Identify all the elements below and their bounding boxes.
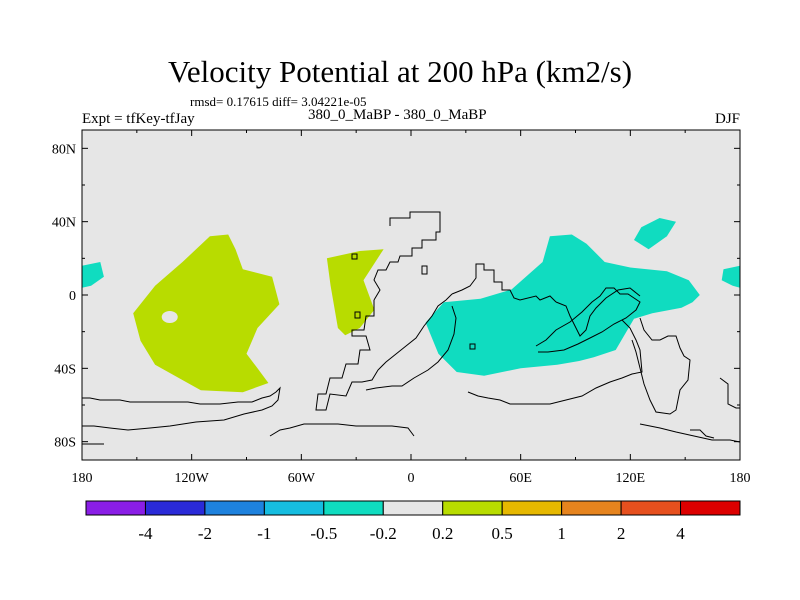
colorbar-swatch: [204, 500, 265, 516]
colorbar-label: 0.5: [492, 524, 513, 543]
x-tick-label: 180: [72, 471, 93, 486]
coastline-africa-south: [365, 305, 457, 391]
y-tick-label: 0: [69, 289, 76, 304]
x-tick-label: 60E: [509, 471, 532, 486]
coastline-antarctic-far-east: [639, 423, 741, 443]
coastline-antarctic-east: [269, 423, 415, 437]
colorbar-label: 2: [617, 524, 626, 543]
coastline-pacific-islands: [690, 429, 715, 439]
colorbar-swatch: [680, 500, 741, 516]
y-tick-label: 80S: [54, 436, 76, 451]
colorbar-label: 1: [557, 524, 566, 543]
coastline-arabia: [451, 263, 557, 303]
x-tick-label: 120E: [616, 471, 646, 486]
coastline-europe: [373, 211, 441, 301]
coastline-india: [555, 287, 641, 337]
chart-title: Velocity Potential at 200 hPa (km2/s): [167, 54, 633, 89]
colorbar-swatch: [501, 500, 563, 516]
coastline-australia: [631, 317, 691, 415]
x-tick-label: 180: [730, 471, 751, 486]
colorbar-label: 0.2: [432, 524, 453, 543]
contour-region-2: [326, 249, 384, 336]
stats-label: rmsd= 0.17615 diff= 3.04221e-05: [190, 94, 367, 109]
y-tick-label: 40S: [54, 362, 76, 377]
coastline-antarctic-west: [82, 386, 281, 431]
y-tick-label: 80N: [52, 142, 76, 157]
colorbar-swatch: [85, 500, 146, 516]
season-label: DJF: [714, 111, 740, 127]
x-tick-label: 0: [408, 471, 415, 486]
x-tick-label: 60W: [288, 471, 316, 486]
colorbar-label: 4: [676, 524, 685, 543]
colorbar-label: -4: [138, 524, 153, 543]
x-tick-label: 120W: [175, 471, 210, 486]
experiment-label: Expt = tfKey-tfJay: [82, 111, 195, 127]
coastline-pacific-east: [719, 377, 740, 409]
coastline-island-3: [469, 343, 476, 350]
y-tick-label: 40N: [52, 216, 76, 231]
coastline-africa: [315, 293, 453, 411]
colorbar-label: -0.5: [310, 524, 337, 543]
case-label: 380_0_MaBP - 380_0_MaBP: [308, 107, 487, 123]
colorbar-label: -0.2: [370, 524, 397, 543]
colorbar-label: -2: [198, 524, 212, 543]
coastline-island-2: [354, 311, 361, 319]
contour-region-6: [721, 265, 740, 288]
coastline-indonesia: [535, 287, 641, 353]
colorbar-swatch: [620, 500, 682, 516]
colorbar-swatch: [323, 500, 384, 516]
contour-region-5: [82, 262, 104, 288]
colorbar-swatch: [442, 500, 503, 516]
coastline-island-4: [351, 253, 358, 260]
contour-hole: [161, 311, 178, 323]
colorbar-swatch: [382, 500, 444, 516]
contour-region-1: [133, 234, 280, 393]
colorbar-swatch: [263, 500, 325, 516]
colorbar-swatch: [561, 500, 622, 516]
colorbar-label: -1: [257, 524, 271, 543]
colorbar-swatch: [144, 500, 206, 516]
contour-region-4: [634, 218, 676, 250]
coastline-island-1: [421, 265, 428, 275]
coastline-east-asia: [467, 319, 643, 405]
